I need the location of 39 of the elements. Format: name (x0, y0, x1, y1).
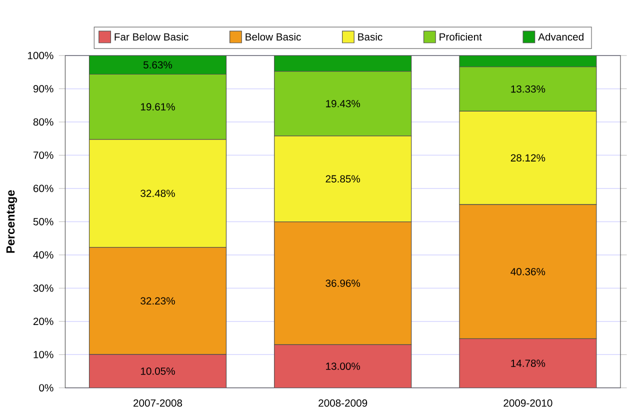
data-label: 19.43% (326, 100, 360, 108)
legend-label: Proficient (440, 33, 482, 41)
bar (459, 338, 597, 388)
y-tick-label: 70% (34, 152, 54, 159)
data-label: 25.85% (326, 175, 360, 183)
x-tick-label: 2008-2009 (318, 399, 368, 407)
y-tick-label: 30% (33, 284, 54, 292)
data-label: 10.05% (140, 368, 175, 375)
y-axis-title: Percentage (6, 190, 18, 253)
x-tick-label: 2007-2008 (134, 399, 182, 407)
data-label: 28.12% (510, 154, 546, 162)
legend-label: Below Basic (246, 33, 301, 41)
legend-label: Advanced (538, 33, 584, 41)
bar (274, 56, 412, 72)
y-tick-label: 0% (39, 384, 54, 392)
data-label: 14.78% (511, 360, 546, 367)
data-label: 36.96% (326, 280, 360, 287)
bar (88, 354, 227, 388)
data-label: 13.00% (326, 362, 360, 370)
x-tick-label: 2009-2010 (504, 399, 552, 407)
bar (274, 344, 412, 388)
y-tick-label: 90% (33, 85, 54, 92)
y-tick-label: 40% (33, 251, 54, 259)
bar (88, 56, 227, 75)
y-tick-label: 20% (33, 318, 54, 326)
y-tick-label: 60% (34, 184, 54, 192)
data-label: 32.48% (140, 190, 175, 198)
y-tick-label: 50% (33, 218, 54, 226)
data-label: 13.33% (511, 85, 546, 93)
legend-label: Far Below Basic (114, 33, 188, 41)
bar (459, 56, 597, 68)
data-label: 5.63% (144, 61, 172, 69)
data-label: 19.61% (140, 103, 175, 111)
data-label: 32.23% (140, 297, 175, 305)
y-tick-label: 80% (33, 118, 54, 126)
data-label: 40.36% (510, 268, 546, 276)
y-tick-label: 100% (28, 52, 54, 60)
y-tick-label: 10% (34, 351, 54, 358)
legend-label: Basic (358, 33, 382, 41)
